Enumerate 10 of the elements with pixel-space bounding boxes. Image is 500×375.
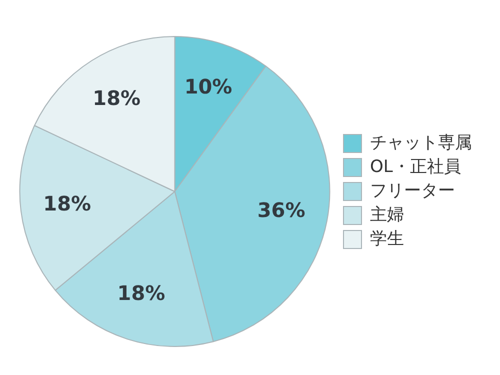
data-label: 10% bbox=[184, 74, 232, 99]
data-label: 18% bbox=[43, 191, 92, 216]
data-label: 18% bbox=[117, 280, 166, 305]
data-label: 36% bbox=[257, 198, 306, 222]
legend-label: OL・正社員 bbox=[370, 156, 461, 177]
legend-label: チャット専属 bbox=[370, 132, 472, 153]
legend-label: 主婦 bbox=[370, 204, 404, 225]
legend-label: 学生 bbox=[370, 228, 404, 249]
legend-label: フリーター bbox=[370, 180, 455, 201]
data-label: 18% bbox=[92, 86, 141, 110]
